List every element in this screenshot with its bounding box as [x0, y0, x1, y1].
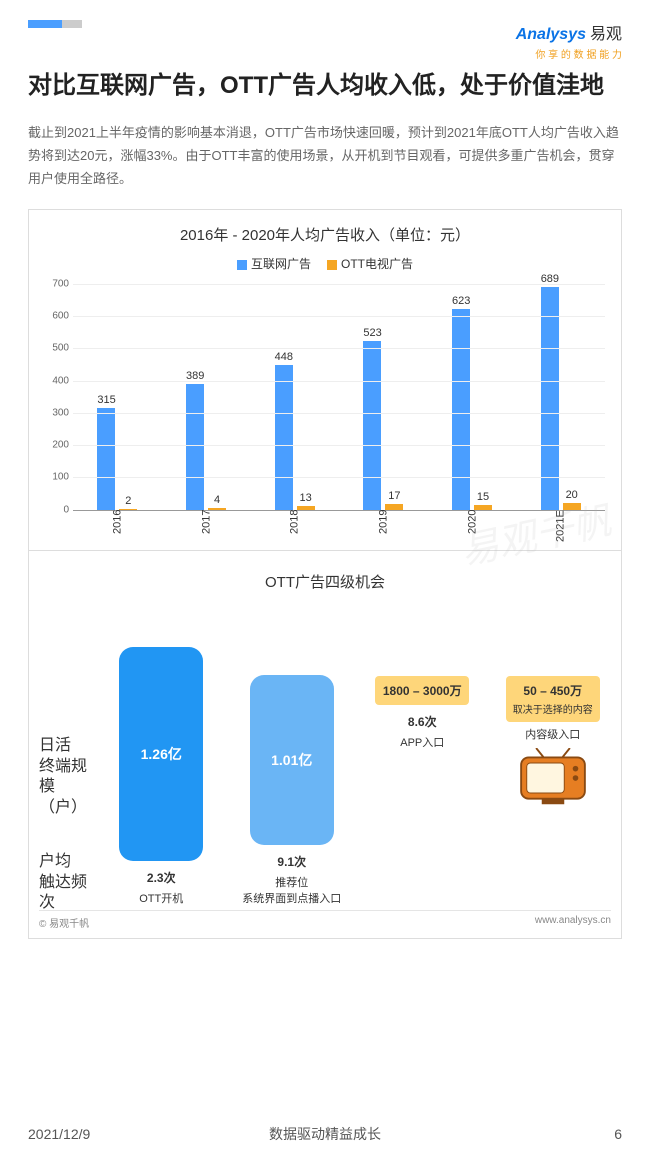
- logo-english: Analysys: [516, 26, 586, 43]
- opportunity-label: APP入口: [400, 734, 444, 750]
- bar: [97, 408, 115, 510]
- x-label: 2016: [73, 510, 162, 544]
- opportunity-column: 1800 – 3000万 8.6次 APP入口: [364, 606, 481, 906]
- tv-icon: [515, 748, 591, 808]
- bar-value-label: 17: [385, 490, 403, 502]
- left-label-daily: 日活终端规模（户）: [39, 736, 99, 819]
- left-label-freq: 户均触达频次: [39, 852, 99, 914]
- copyright-left: © 易观千帆: [39, 915, 89, 930]
- bar-group: 315 2: [73, 284, 162, 510]
- bar: [452, 309, 470, 510]
- bar-value-label: 20: [563, 489, 581, 501]
- copyright-row: © 易观千帆 www.analysys.cn: [39, 910, 611, 930]
- logo-chinese: 易观: [590, 26, 622, 43]
- bar-chart: 2016年 - 2020年人均广告收入（单位：元） 互联网广告 OTT电视广告 0…: [28, 209, 622, 551]
- bar-value-label: 13: [297, 492, 315, 504]
- opportunity-block: 1.26亿: [119, 647, 203, 861]
- bar-value-label: 315: [97, 394, 115, 406]
- x-label: 2018: [250, 510, 339, 544]
- opportunity-row: 日活终端规模（户） 户均触达频次 1.26亿2.3次OTT开机1.01亿9.1次…: [39, 606, 611, 906]
- y-tick: 500: [52, 343, 69, 354]
- opportunity-range: 1800 – 3000万: [375, 676, 469, 705]
- y-tick: 0: [63, 504, 69, 515]
- legend-item: 互联网广告: [237, 255, 311, 272]
- chart-area: 0100200300400500600700 31523894448135231…: [73, 284, 605, 544]
- bar: [275, 365, 293, 510]
- chart-legend: 互联网广告 OTT电视广告: [39, 255, 611, 272]
- bar-value-label: 4: [208, 494, 226, 506]
- copyright-right: www.analysys.cn: [535, 915, 611, 930]
- opportunity-label: 推荐位系统界面到点播入口: [242, 874, 341, 906]
- bar-group: 68920: [516, 284, 605, 510]
- bar-value-label: 623: [452, 295, 470, 307]
- opportunity-section: OTT广告四级机会 日活终端规模（户） 户均触达频次 1.26亿 2.3次 OTT开…: [28, 551, 622, 939]
- bar-value-label: 2: [119, 495, 137, 507]
- footer-date: 2021/12/9: [28, 1126, 90, 1142]
- legend-item: OTT电视广告: [327, 255, 413, 272]
- y-tick: 200: [52, 440, 69, 451]
- section2-title: OTT广告四级机会: [39, 571, 611, 592]
- opportunity-column: 1.01亿 9.1次推荐位系统界面到点播入口: [234, 606, 351, 906]
- opportunity-label: OTT开机: [139, 890, 183, 906]
- footer: 2021/12/9 数据驱动精益成长 6: [28, 1126, 622, 1142]
- bar-group: 448 13: [250, 284, 339, 510]
- accent-bar: [28, 20, 82, 28]
- y-tick: 300: [52, 407, 69, 418]
- opportunity-label: 内容级入口: [525, 726, 580, 742]
- chart-title: 2016年 - 2020年人均广告收入（单位：元）: [39, 224, 611, 245]
- opportunity-block: 1.01亿: [250, 675, 334, 845]
- page-title: 对比互联网广告，OTT广告人均收入低，处于价值洼地: [28, 69, 622, 103]
- opportunity-column: 1.26亿 2.3次 OTT开机: [103, 606, 220, 906]
- y-tick: 400: [52, 375, 69, 386]
- opportunity-freq: 2.3次: [147, 869, 176, 886]
- x-label: 2019: [339, 510, 428, 544]
- bar-group: 3894: [162, 284, 251, 510]
- opportunity-freq: 8.6次: [408, 713, 437, 730]
- header: Analysys易观 你 享 的 数 据 能 力: [28, 20, 622, 61]
- logo: Analysys易观 你 享 的 数 据 能 力: [516, 20, 622, 61]
- bar: [363, 341, 381, 510]
- x-label: 2017: [162, 510, 251, 544]
- bar: [186, 384, 204, 510]
- bar-value-label: 523: [363, 327, 381, 339]
- body-text: 截止到2021上半年疫情的影响基本消退，OTT广告市场快速回暖，预计到2021年…: [28, 121, 622, 191]
- opportunity-freq: 9.1次: [277, 853, 306, 870]
- bar-group: 523 17: [339, 284, 428, 510]
- opportunity-column: 50 – 450万取决于选择的内容内容级入口: [495, 606, 612, 906]
- x-label: 2021E: [516, 510, 605, 544]
- bar-value-label: 448: [275, 351, 293, 363]
- footer-center: 数据驱动精益成长: [269, 1124, 381, 1144]
- bar-group: 623 15: [428, 284, 517, 510]
- bar-value-label: 15: [474, 491, 492, 503]
- bar: [541, 287, 559, 509]
- x-label: 2020: [428, 510, 517, 544]
- y-tick: 700: [52, 278, 69, 289]
- footer-page: 6: [614, 1126, 622, 1142]
- logo-tagline: 你 享 的 数 据 能 力: [516, 46, 622, 61]
- y-tick: 100: [52, 472, 69, 483]
- y-tick: 600: [52, 311, 69, 322]
- opportunity-range: 50 – 450万取决于选择的内容: [506, 676, 600, 722]
